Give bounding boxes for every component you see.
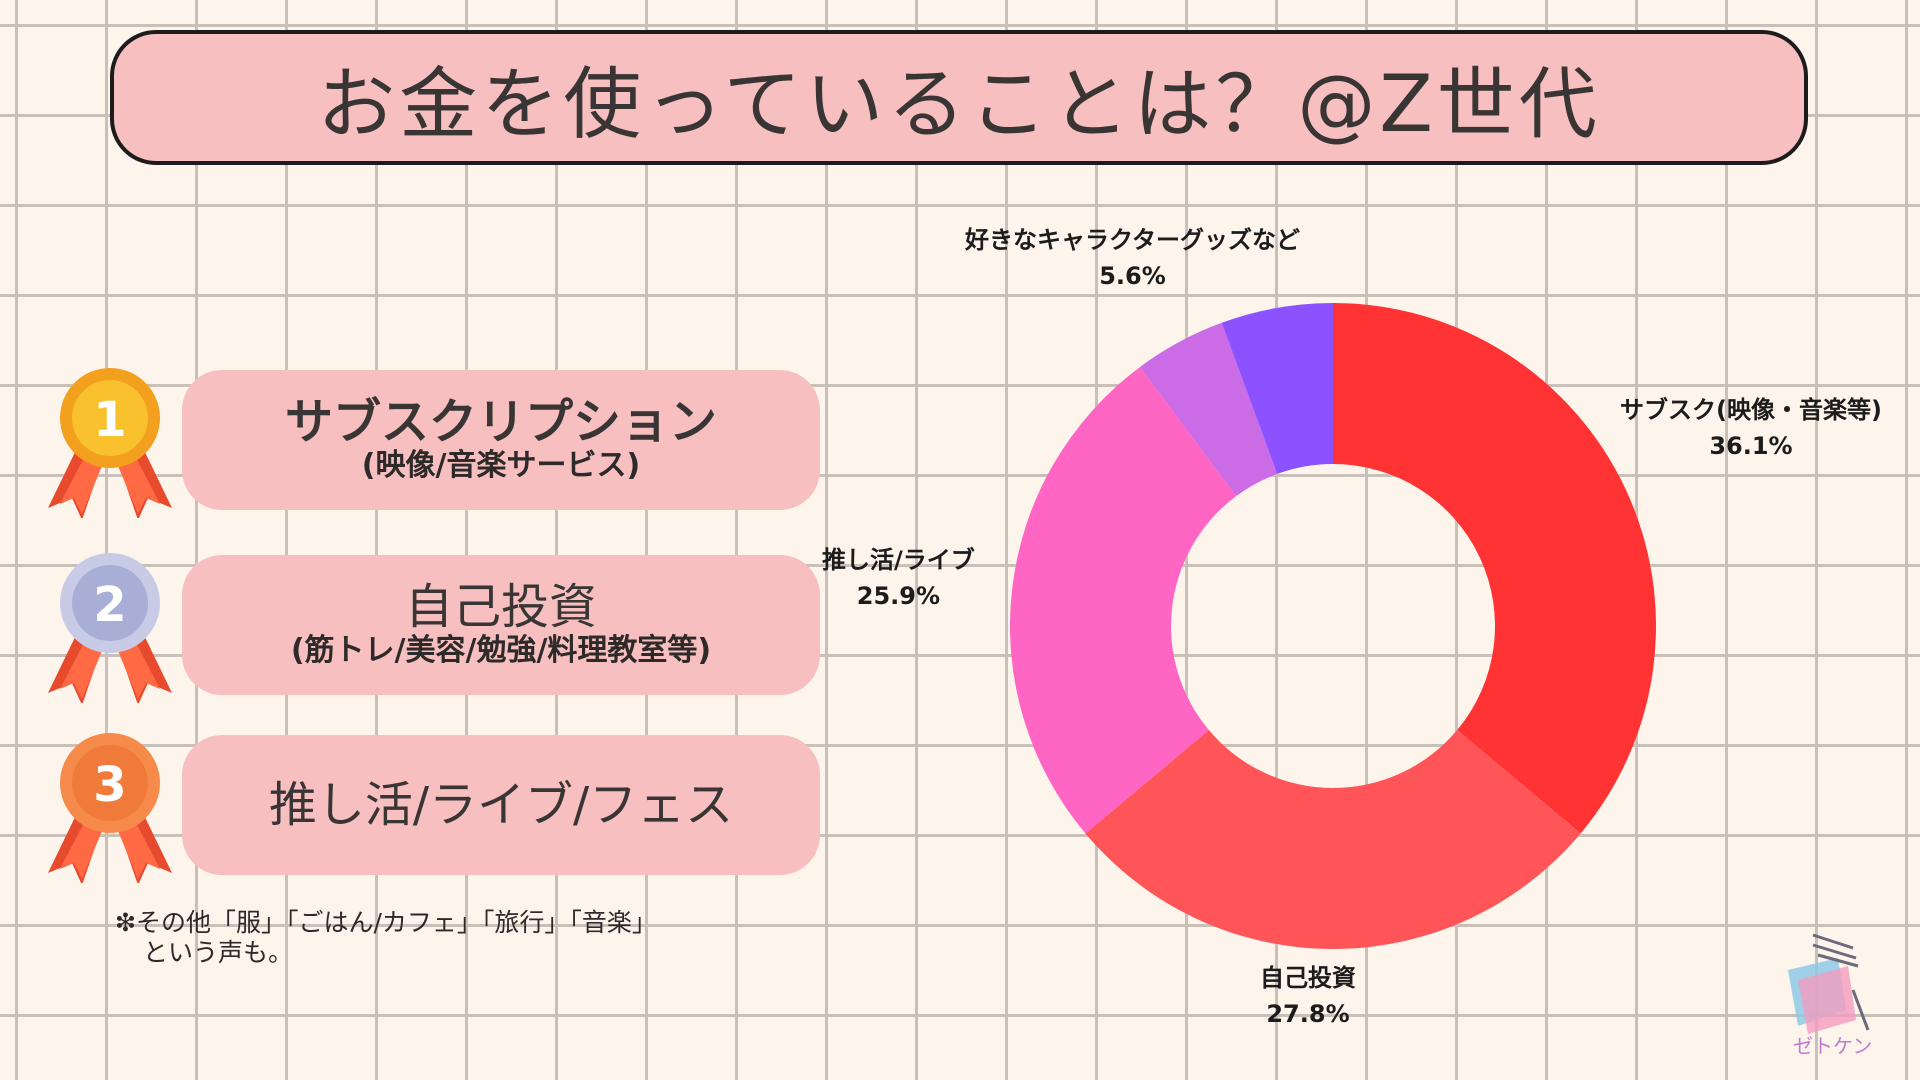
gold-medal-icon: 1 — [48, 368, 172, 518]
footnote-line-2: という声も。 — [143, 938, 294, 967]
slice-label: 推し活/ライブ 25.9% — [822, 542, 975, 614]
slice-value-label: 25.9% — [856, 582, 941, 610]
slice-category-label: 好きなキャラクターグッズなど — [965, 226, 1301, 254]
footnote-line-1: ❇その他「服」「ごはん/カフェ」「旅行」「音楽」 — [115, 908, 657, 937]
donut-slice-2 — [1085, 730, 1581, 950]
rank-card: サブスクリプション (映像/音楽サービス) — [182, 370, 820, 510]
rank-sub-text: (映像/音楽サービス) — [361, 448, 641, 484]
slice-category-label: 推し活/ライブ — [822, 546, 975, 574]
slice-category-label: サブスク(映像・音楽等) — [1620, 396, 1882, 424]
donut-slice-1 — [1333, 303, 1656, 834]
footnote: ❇その他「服」「ごはん/カフェ」「旅行」「音楽」 という声も。 — [115, 908, 657, 968]
title-banner: お金を使っていることは？@Z世代 — [110, 30, 1808, 165]
donut-slice-5 — [1221, 303, 1333, 474]
zetoken-logo-icon — [1788, 933, 1870, 1034]
bronze-medal-icon: 3 — [48, 733, 172, 883]
slice-category-label: 自己投資 — [1260, 964, 1356, 992]
donut-slice-3 — [1010, 367, 1237, 834]
rank-row-2: 2 自己投資 (筋トレ/美容/勉強/料理教室等) — [40, 553, 830, 703]
page-title: お金を使っていることは？@Z世代 — [317, 59, 1601, 150]
rank-card: 推し活/ライブ/フェス — [182, 735, 820, 875]
slice-label: サブスク(映像・音楽等) 36.1% — [1620, 392, 1882, 464]
rank-number: 1 — [93, 392, 126, 448]
rank-card: 自己投資 (筋トレ/美容/勉強/料理教室等) — [182, 555, 820, 695]
rank-sub-text: (筋トレ/美容/勉強/料理教室等) — [290, 633, 712, 669]
slice-value-label: 5.6% — [1099, 262, 1166, 290]
slice-value-label: 36.1% — [1709, 432, 1793, 460]
rank-row-3: 3 推し活/ライブ/フェス — [40, 733, 830, 883]
rank-number: 3 — [93, 757, 126, 813]
rank-number: 2 — [93, 577, 126, 633]
rank-main-text: サブスクリプション — [284, 394, 717, 451]
rank-row-1: 1 サブスクリプション (映像/音楽サービス) — [40, 368, 830, 518]
logo-text: ゼトケン — [1793, 1034, 1873, 1058]
slice-label: 自己投資 27.8% — [1260, 960, 1356, 1032]
rank-main-text: 推し活/ライブ/フェス — [268, 776, 734, 833]
slice-label: 好きなキャラクターグッズなど 5.6% — [965, 222, 1300, 294]
silver-medal-icon: 2 — [48, 553, 172, 703]
rank-main-text: 自己投資 — [404, 579, 597, 636]
donut-slice-4 — [1139, 322, 1278, 497]
slice-value-label: 27.8% — [1266, 1000, 1350, 1028]
